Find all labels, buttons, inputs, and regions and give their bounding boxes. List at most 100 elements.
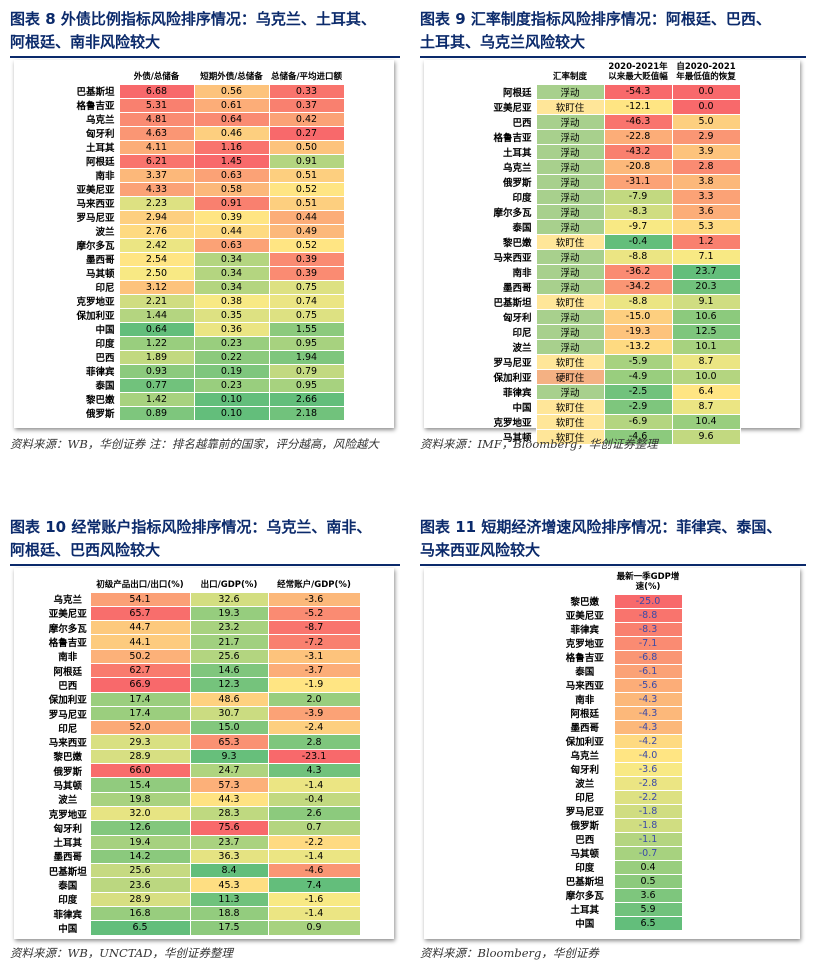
- country-name: 乌克兰: [502, 162, 532, 174]
- value-cell: 2.21: [118, 293, 195, 309]
- table-row: 罗马尼亚 17.4 30.7 -3.9: [46, 705, 361, 722]
- value-cell: 12.5: [671, 323, 741, 340]
- value-cell: 0.22: [193, 349, 270, 365]
- value-cell: -4.3: [613, 719, 683, 735]
- table-row: 波兰 -2.8: [556, 775, 683, 791]
- header-fx-regime: 汇率制度: [552, 71, 587, 82]
- value-cell: -8.3: [613, 621, 683, 637]
- table-row: 印尼 52.0 15.0 -2.4: [46, 720, 361, 736]
- value-cell: -3.6: [613, 761, 683, 777]
- value-cell: -4.0: [613, 747, 683, 763]
- country-name: 黎巴嫩: [85, 395, 115, 406]
- table-row: 泰国 -6.1: [556, 663, 683, 679]
- figure-11-box: [424, 568, 800, 939]
- value-cell: 32.0: [89, 805, 191, 822]
- figure-10-source: 资料来源：WB，UNCTAD，华创证券整理: [10, 946, 233, 960]
- table-row: 罗马尼亚 软盯住 -5.9 8.7: [480, 353, 741, 370]
- value-cell: 4.11: [118, 139, 195, 155]
- value-cell: 8.7: [671, 398, 741, 415]
- country-name: 南非: [512, 267, 532, 279]
- value-cell: 12.3: [189, 677, 269, 693]
- value-cell: 0.64: [193, 111, 270, 127]
- value-cell: 0.23: [193, 335, 270, 351]
- value-cell: 0.50: [268, 139, 345, 155]
- figure-11-rule: [420, 564, 806, 566]
- table-row: 克罗地亚 软盯住 -6.9 10.4: [480, 413, 741, 430]
- country-name: 印尼: [512, 327, 532, 339]
- value-cell: 3.6: [671, 203, 741, 220]
- figure-9-title-line1: 图表 9 汇率制度指标风险排序情况：阿根廷、巴西、: [420, 10, 771, 28]
- country-name: 土耳其: [502, 147, 532, 159]
- value-cell: -8.8: [603, 293, 673, 310]
- table-row: 马来西亚 2.23 0.91 0.51: [64, 195, 345, 211]
- value-cell: 0.34: [193, 265, 270, 281]
- table-row: 墨西哥 -4.3: [556, 719, 683, 735]
- country-name: 保加利亚: [48, 695, 87, 707]
- value-cell: 0.35: [193, 307, 270, 323]
- figure-8-table: 外债/总储备 短期外债/总储备 总储备/平均进口额 巴基斯坦 6.68 0.56 0.…: [64, 60, 345, 421]
- header-gdp-growth: 最新一季GDP增速(%): [616, 571, 680, 592]
- header-short-debt-reserves: 短期外债/总储备: [200, 71, 263, 82]
- value-cell: -4.3: [613, 705, 683, 721]
- value-cell: 0.52: [268, 181, 345, 197]
- value-cell: 5.0: [671, 113, 741, 130]
- table-row: 南非 -4.3: [556, 691, 683, 707]
- country-name: 亚美尼亚: [48, 609, 87, 621]
- country-name: 中国: [512, 402, 532, 414]
- value-cell: 软盯住: [535, 233, 605, 250]
- country-name: 马其顿: [85, 269, 115, 280]
- value-cell: 17.4: [89, 691, 191, 707]
- value-cell: 浮动: [535, 248, 605, 265]
- value-cell: -20.8: [603, 158, 673, 175]
- table-row: 马其顿 软盯住 -4.6 9.6: [480, 428, 741, 445]
- value-cell: 0.56: [193, 83, 270, 99]
- table-row: 阿根廷 6.21 1.45 0.91: [64, 153, 345, 169]
- country-name: 格鲁吉亚: [48, 638, 87, 650]
- country-name: 马来西亚: [493, 252, 532, 264]
- value-cell: 28.9: [89, 891, 191, 908]
- value-cell: 0.39: [193, 209, 270, 225]
- value-cell: -3.1: [267, 648, 361, 664]
- value-cell: -2.5: [603, 383, 673, 400]
- table-row: 马其顿 -0.7: [556, 845, 683, 861]
- table-row: 马来西亚 浮动 -8.8 7.1: [480, 248, 741, 265]
- table-row: 巴基斯坦 0.5: [556, 873, 683, 889]
- value-cell: -19.3: [603, 323, 673, 340]
- country-name: 格鲁吉亚: [565, 653, 604, 664]
- value-cell: -2.2: [613, 789, 683, 805]
- value-cell: -0.4: [267, 791, 361, 807]
- value-cell: 0.44: [193, 223, 270, 239]
- value-cell: 1.16: [193, 139, 270, 155]
- figure-8-title: 图表 8 外债比例指标风险排序情况：乌克兰、土耳其、 阿根廷、南非风险较大: [10, 8, 400, 54]
- value-cell: 52.0: [89, 720, 191, 736]
- value-cell: 15.4: [89, 777, 191, 793]
- value-cell: 1.22: [118, 335, 195, 351]
- table-row: 菲律宾 0.93 0.19 0.79: [64, 363, 345, 379]
- table-row: 巴西 -1.1: [556, 831, 683, 847]
- country-name: 黎巴嫩: [53, 752, 82, 764]
- country-name: 印度: [512, 192, 532, 204]
- value-cell: 0.44: [268, 209, 345, 225]
- table-row: 摩尔多瓦 3.6: [556, 887, 683, 903]
- value-cell: 1.45: [193, 153, 270, 169]
- value-cell: -22.8: [603, 128, 673, 145]
- table-row: 黎巴嫩 软盯住 -0.4 1.2: [480, 233, 741, 250]
- value-cell: 浮动: [535, 113, 605, 130]
- value-cell: 3.9: [671, 143, 741, 160]
- table-row: 印度 0.4: [556, 859, 683, 875]
- table-row: 巴基斯坦 软盯住 -8.8 9.1: [480, 293, 741, 310]
- value-cell: 浮动: [535, 338, 605, 355]
- country-name: 罗马尼亚: [565, 807, 604, 818]
- table-row: 俄罗斯 -1.8: [556, 817, 683, 833]
- value-cell: -4.9: [603, 368, 673, 385]
- table-row: 巴基斯坦 25.6 8.4 -4.6: [46, 863, 361, 879]
- table-row: 保加利亚 1.44 0.35 0.75: [64, 307, 345, 323]
- value-cell: -25.0: [613, 593, 683, 609]
- value-cell: 3.12: [118, 279, 195, 295]
- header-corner: [556, 568, 614, 594]
- value-cell: 3.6: [613, 887, 683, 903]
- country-name: 巴基斯坦: [48, 866, 87, 878]
- value-cell: 19.3: [189, 605, 269, 622]
- value-cell: 0.64: [118, 321, 195, 337]
- value-cell: 62.7: [89, 662, 191, 679]
